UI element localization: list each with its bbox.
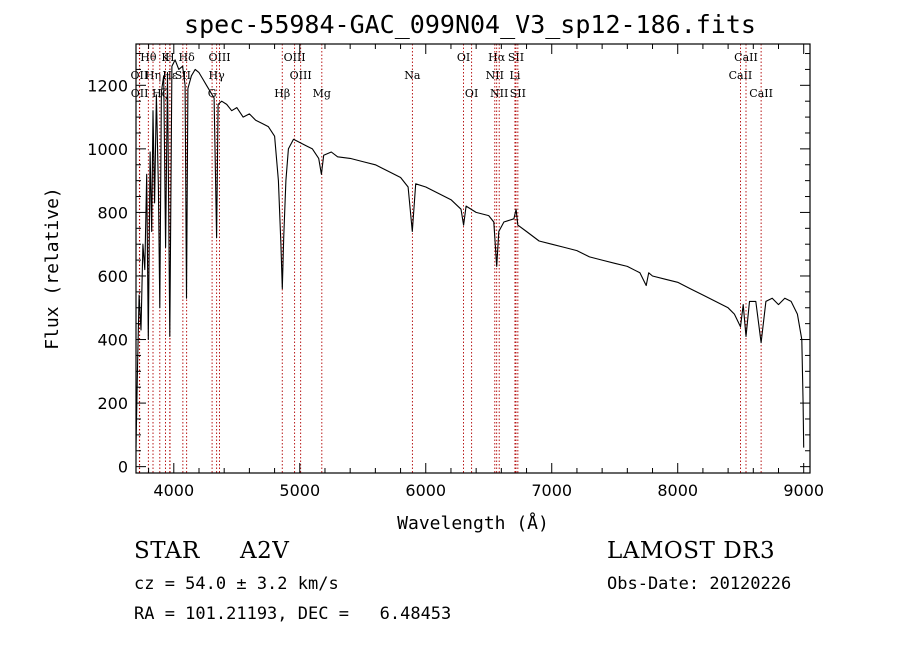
- marker-label-12: G: [208, 87, 217, 100]
- y-tick-label-3: 600: [97, 267, 128, 286]
- chart-title: spec-55984-GAC_099N04_V3_sp12-186.fits: [184, 10, 756, 39]
- y-tick-label-2: 400: [97, 331, 128, 350]
- marker-label-28: CaII: [749, 87, 773, 100]
- marker-label-15: OIII: [290, 69, 312, 82]
- y-tick-label-0: 0: [118, 458, 128, 477]
- subclass-label: A2V: [240, 538, 290, 564]
- plot-frame: [135, 43, 811, 474]
- marker-label-13: Hβ: [274, 87, 290, 100]
- marker-label-21: NII: [486, 69, 504, 82]
- marker-label-14: OIII: [284, 51, 306, 64]
- marker-label-25: SII: [510, 87, 526, 100]
- x-tick-label-0: 4000: [153, 481, 194, 500]
- x-tick-label-1: 5000: [279, 481, 320, 500]
- marker-label-10: OIII: [208, 51, 230, 64]
- obs-date-label: Obs-Date: 20120226: [607, 574, 792, 594]
- x-axis-label: Wavelength (Å): [397, 512, 549, 534]
- marker-label-23: SII: [508, 51, 524, 64]
- marker-label-24: Li: [510, 69, 521, 82]
- marker-label-8: Hδ: [179, 51, 196, 64]
- marker-label-5: K: [161, 51, 170, 64]
- marker-label-26: CaII: [729, 69, 753, 82]
- marker-label-0: Hθ: [140, 51, 157, 64]
- redshift-label: cz = 54.0 ± 3.2 km/s: [134, 574, 339, 594]
- marker-label-2: OII: [131, 87, 149, 100]
- y-tick-label-5: 1000: [87, 140, 128, 159]
- object-type-label: STAR: [134, 538, 200, 564]
- x-tick-label-4: 8000: [657, 481, 698, 500]
- marker-label-11: Hγ: [209, 69, 226, 82]
- y-tick-label-4: 800: [97, 203, 128, 222]
- marker-label-3: Hη: [145, 69, 161, 82]
- y-tick-label-6: 1200: [87, 76, 128, 95]
- survey-label: LAMOST DR3: [607, 538, 776, 564]
- y-axis-label: Flux (relative): [42, 187, 63, 350]
- marker-label-22: NII: [490, 87, 508, 100]
- marker-label-27: CaII: [734, 51, 758, 64]
- coordinates-label: RA = 101.21193, DEC = 6.48453: [134, 604, 452, 624]
- x-tick-label-3: 7000: [531, 481, 572, 500]
- marker-label-16: Mg: [313, 87, 331, 100]
- marker-label-7: H: [165, 51, 175, 64]
- y-tick-label-1: 200: [97, 394, 128, 413]
- marker-label-18: OI: [457, 51, 470, 64]
- marker-label-19: OI: [465, 87, 478, 100]
- x-tick-label-2: 6000: [405, 481, 446, 500]
- marker-label-17: Na: [404, 69, 421, 82]
- marker-label-9: SII: [175, 69, 191, 82]
- marker-label-20: Hα: [488, 51, 506, 64]
- x-tick-label-5: 9000: [783, 481, 824, 500]
- spectrum-series-0: [135, 59, 805, 448]
